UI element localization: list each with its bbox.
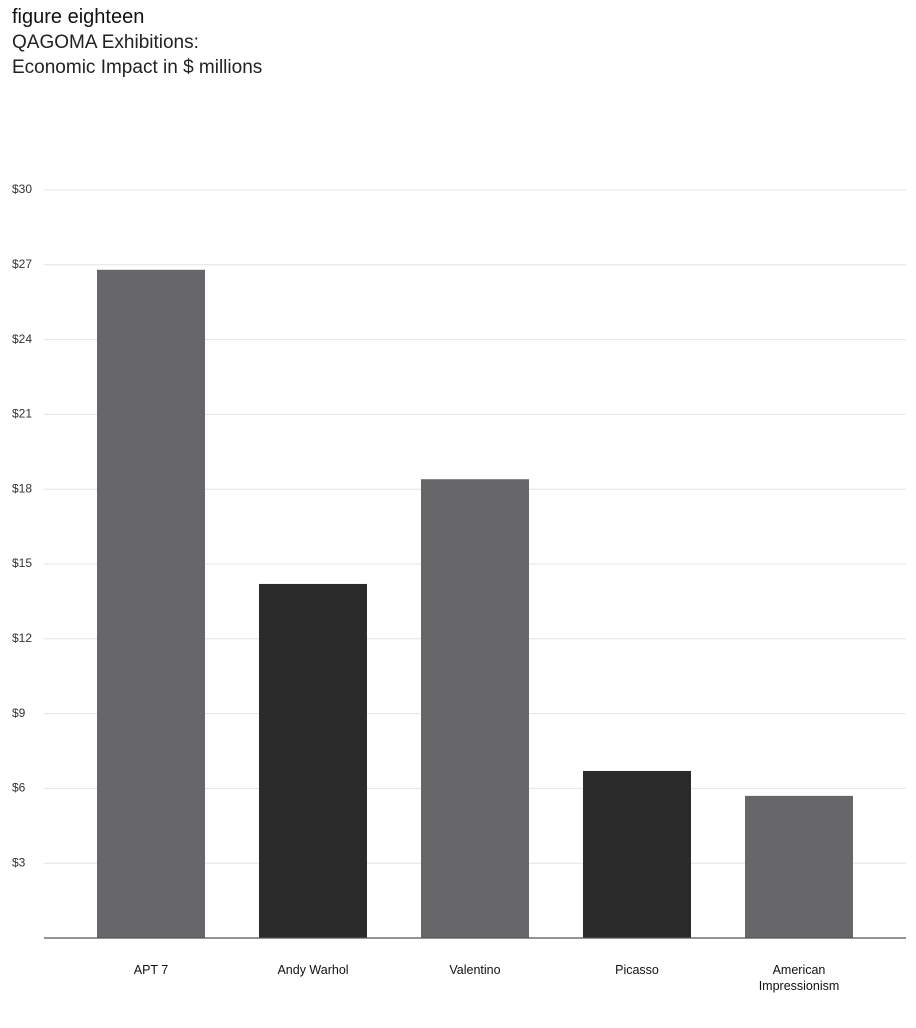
y-tick-label: $15 xyxy=(12,556,32,570)
x-tick-label: American Impressionism xyxy=(758,963,840,993)
y-tick-label: $30 xyxy=(12,182,32,196)
y-tick-label: $27 xyxy=(12,257,32,271)
y-tick-label: $21 xyxy=(12,407,32,421)
y-tick-label: $6 xyxy=(12,781,26,795)
bar xyxy=(583,770,691,938)
y-tick-label: $12 xyxy=(12,631,32,645)
bar xyxy=(97,269,205,939)
y-tick-label: $24 xyxy=(12,332,32,346)
chart-title: figure eighteen xyxy=(12,6,145,28)
x-tick-label: Valentino xyxy=(449,963,501,977)
bar xyxy=(421,479,529,938)
x-tick-label: Andy Warhol xyxy=(277,963,349,977)
y-tick-label: $9 xyxy=(12,706,26,720)
bar xyxy=(259,583,367,938)
y-tick-label: $18 xyxy=(12,481,32,495)
x-tick-label: APT 7 xyxy=(133,963,169,977)
bar xyxy=(745,795,853,938)
chart-subtitle: Economic Impact in $ millions xyxy=(12,57,263,78)
chart-subtitle: QAGOMA Exhibitions: xyxy=(12,32,199,53)
x-tick-label: Picasso xyxy=(615,963,659,977)
y-tick-label: $3 xyxy=(12,855,26,869)
